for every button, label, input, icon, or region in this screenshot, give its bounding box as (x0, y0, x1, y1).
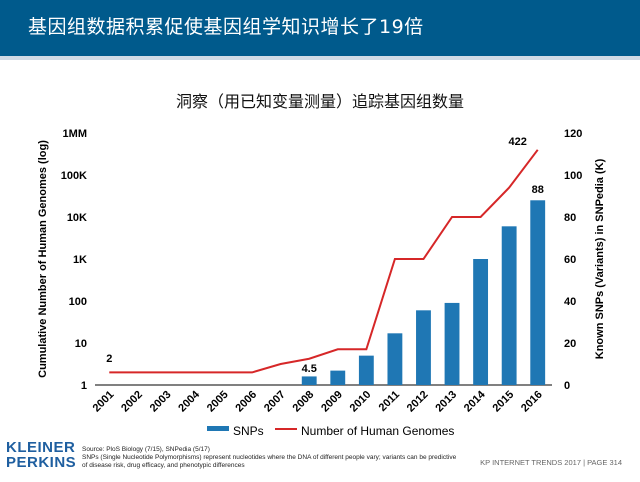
x-tick-label: 2013 (433, 389, 459, 415)
right-tick-label: 120 (564, 128, 582, 140)
x-tick-label: 2005 (205, 389, 231, 415)
logo-line-2: PERKINS (6, 454, 77, 471)
data-label: 422 (509, 136, 527, 148)
right-tick-label: 60 (564, 254, 576, 266)
left-tick-label: 1MM (63, 128, 87, 140)
data-label: 2 (106, 353, 112, 365)
bar-2013 (444, 302, 460, 385)
source-note: Source: PloS Biology (7/15), SNPedia (5/… (82, 446, 462, 470)
bar-2016 (530, 200, 546, 385)
right-tick-label: 80 (564, 212, 576, 224)
x-tick-label: 2016 (519, 389, 545, 415)
x-tick-label: 2015 (490, 389, 516, 415)
x-tick-label: 2003 (148, 389, 174, 415)
x-tick-label: 2007 (262, 389, 288, 415)
x-tick-label: 2006 (233, 389, 259, 415)
left-tick-label: 10 (75, 338, 87, 350)
legend-label-snps: SNPs (233, 424, 264, 438)
snp-definition: SNPs (Single Nucleotide Polymorphisms) r… (82, 454, 457, 469)
right-tick-label: 0 (564, 380, 570, 392)
bar-2012 (416, 310, 431, 385)
bar-2008 (301, 376, 317, 385)
data-label: 88 (532, 184, 544, 196)
header-rule (0, 56, 640, 60)
x-tick-label: 2004 (176, 388, 202, 414)
right-tick-label: 20 (564, 338, 576, 350)
left-tick-label: 1K (73, 254, 87, 266)
bar-2010 (358, 355, 374, 385)
logo-line-1: KLEINER (6, 439, 76, 456)
x-tick-label: 2001 (91, 389, 117, 415)
left-tick-label: 100 (69, 296, 87, 308)
header-bar: 基因组数据积累促使基因组学知识增长了19倍 (0, 0, 640, 60)
x-tick-label: 2012 (405, 389, 431, 415)
left-tick-label: 1 (81, 380, 87, 392)
slide-title: 基因组数据积累促使基因组学知识增长了19倍 (28, 16, 424, 38)
genomes-line (109, 149, 539, 374)
data-label: 4.5 (302, 363, 317, 375)
right-tick-label: 100 (564, 170, 582, 182)
left-tick-label: 10K (67, 212, 87, 224)
bar-2011 (387, 333, 403, 385)
bar-2014 (473, 259, 489, 385)
x-tick-label: 2011 (377, 389, 402, 414)
right-tick-label: 40 (564, 296, 576, 308)
x-tick-label: 2010 (348, 389, 374, 415)
bar-2009 (330, 370, 346, 385)
x-tick-label: 2009 (319, 389, 345, 415)
left-axis-title: Cumulative Number of Human Genomes (log) (37, 140, 49, 378)
bar-2015 (501, 226, 517, 385)
left-tick-label: 100K (61, 170, 87, 182)
right-axis-title: Known SNPs (Variants) in SNPedia (K) (594, 158, 606, 359)
x-tick-label: 2008 (291, 389, 317, 415)
chart-title: 洞察（用已知变量测量）追踪基因组数量 (175, 92, 464, 111)
legend-label-genomes: Number of Human Genomes (301, 424, 454, 438)
page-footer: KP INTERNET TRENDS 2017 | PAGE 314 (480, 458, 622, 467)
source-text: Source: PloS Biology (7/15), SNPedia (5/… (82, 446, 210, 453)
x-tick-label: 2002 (119, 389, 145, 415)
x-tick-label: 2014 (462, 388, 488, 414)
legend-swatch-snps (207, 426, 229, 431)
kleiner-perkins-logo: KLEINER PERKINS (6, 440, 76, 470)
